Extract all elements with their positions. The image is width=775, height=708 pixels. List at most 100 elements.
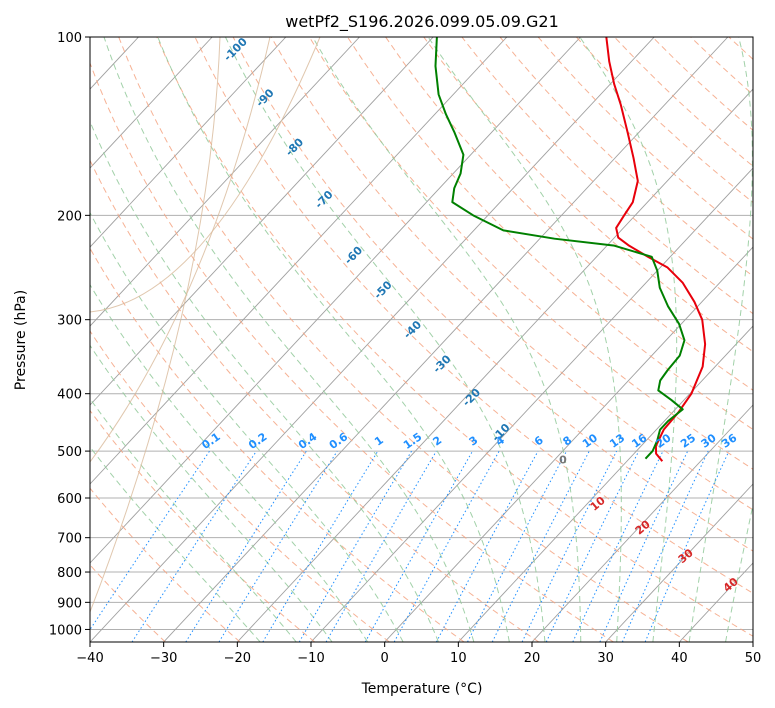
moist-adiabat-label: -10 bbox=[489, 421, 512, 444]
mixing-ratio-label: 0.2 bbox=[246, 430, 269, 452]
x-tick-label: 20 bbox=[524, 651, 541, 666]
moist-adiabat-label: -80 bbox=[283, 135, 306, 158]
isotherm-line bbox=[90, 37, 213, 169]
tan-curve-line bbox=[90, 37, 221, 613]
mixing-ratio-label: 1 bbox=[372, 434, 386, 449]
moist-adiabat-line bbox=[90, 397, 297, 642]
y-tick-label: 600 bbox=[57, 492, 82, 507]
dry-adiabat-line bbox=[308, 37, 753, 470]
mixing-ratio-line bbox=[545, 450, 640, 642]
dewpoint-profile-line bbox=[434, 37, 686, 460]
moist-adiabat-label: -70 bbox=[312, 188, 335, 211]
dry-adiabat-line bbox=[118, 37, 689, 642]
y-tick-label: 300 bbox=[57, 314, 82, 329]
moist-adiabat-line bbox=[90, 120, 439, 642]
dry-adiabat-line bbox=[194, 37, 753, 594]
isotherm-line bbox=[90, 37, 655, 642]
moist-adiabat-label: -100 bbox=[221, 35, 250, 64]
dry-adiabat-line bbox=[90, 330, 390, 642]
y-tick-label: 100 bbox=[57, 31, 82, 46]
mixing-ratio-label: 6 bbox=[532, 433, 546, 448]
moist-adiabat-line bbox=[90, 446, 261, 642]
moist-adiabat-line bbox=[90, 211, 404, 642]
x-tick-label: 0 bbox=[381, 651, 389, 666]
mixing-ratio-label: 0.1 bbox=[199, 430, 222, 452]
dry-adiabat-line bbox=[423, 37, 753, 353]
x-tick-label: −10 bbox=[297, 651, 324, 666]
x-tick-label: 30 bbox=[597, 651, 614, 666]
mixing-ratio-line bbox=[90, 450, 210, 631]
dry-adiabat-line bbox=[90, 409, 316, 642]
zero-isotherm-label: 0 bbox=[559, 454, 567, 467]
isotherm-line bbox=[531, 404, 753, 642]
mixing-ratio-label: 10 bbox=[580, 431, 600, 451]
tan-curve-line bbox=[90, 37, 271, 463]
mixing-ratio-line bbox=[185, 450, 307, 642]
mixing-ratio-line bbox=[435, 450, 539, 642]
x-tick-label: 10 bbox=[450, 651, 467, 666]
x-tick-label: 40 bbox=[671, 651, 688, 666]
y-tick-label: 900 bbox=[57, 596, 82, 611]
x-tick-label: 50 bbox=[745, 651, 762, 666]
dry-adiabat-line bbox=[90, 247, 465, 642]
dry-adiabat-line bbox=[385, 37, 753, 391]
dry-adiabat-line bbox=[652, 37, 753, 131]
mixing-ratio-line bbox=[218, 450, 338, 642]
dry-adiabat-line bbox=[90, 159, 540, 642]
mixing-ratio-label: 0.6 bbox=[327, 430, 351, 452]
dry-adiabat-label: 20 bbox=[633, 517, 653, 537]
y-tick-label: 500 bbox=[57, 445, 82, 460]
axis-layer: −40 −30 −20 −10 0 10 20 30 40 5010020030040050060… bbox=[49, 31, 761, 666]
moist-adiabat-line bbox=[725, 502, 753, 642]
grid-layer bbox=[90, 37, 753, 642]
moist-adiabat-line bbox=[688, 37, 753, 642]
moist-adiabat-label: -60 bbox=[342, 244, 365, 267]
mixing-ratio-line bbox=[298, 450, 413, 642]
isotherm-line bbox=[679, 562, 753, 642]
moist-adiabat-line bbox=[103, 37, 475, 642]
mixing-ratio-line bbox=[393, 450, 500, 642]
isotherm-line bbox=[384, 246, 753, 642]
moist-adiabat-line bbox=[157, 37, 510, 642]
isotherm-line bbox=[163, 37, 729, 642]
y-tick-label: 700 bbox=[57, 532, 82, 547]
mixing-ratio-label: 16 bbox=[629, 431, 649, 451]
mixing-ratio-label: 13 bbox=[607, 431, 627, 450]
moist-adiabat-line bbox=[90, 283, 369, 642]
y-tick-label: 1000 bbox=[49, 623, 82, 638]
isotherm-line bbox=[237, 88, 753, 642]
x-tick-label: −30 bbox=[150, 651, 177, 666]
mixing-ratio-line bbox=[364, 450, 474, 642]
moist-adiabat-label: -20 bbox=[460, 386, 483, 409]
dry-adiabat-line bbox=[499, 37, 753, 277]
y-tick-label: 400 bbox=[57, 388, 82, 403]
moist-adiabat-line bbox=[427, 37, 622, 642]
tan-curve-line bbox=[90, 37, 321, 313]
isotherm-line bbox=[90, 37, 287, 248]
mixing-ratio-line bbox=[644, 450, 730, 642]
isotherm-line bbox=[90, 37, 360, 327]
mixing-ratio-line bbox=[491, 450, 590, 642]
moist-adiabat-label: -40 bbox=[401, 318, 424, 341]
mixing-ratio-label: 25 bbox=[678, 431, 698, 450]
isotherm-line bbox=[90, 37, 434, 406]
x-axis-title: Temperature (°C) bbox=[361, 681, 483, 697]
mixing-ratio-line bbox=[621, 450, 709, 642]
isotherm-line bbox=[90, 37, 581, 564]
moist-adiabat-line bbox=[312, 37, 582, 642]
moist-adiabat-line bbox=[579, 37, 678, 642]
dry-adiabat-line bbox=[347, 37, 753, 431]
x-tick-label: −20 bbox=[224, 651, 251, 666]
mixing-ratio-label: 30 bbox=[699, 431, 719, 451]
dry-adiabat-line bbox=[232, 37, 753, 552]
y-axis-title: Pressure (hPa) bbox=[13, 290, 29, 390]
isotherm-line bbox=[752, 641, 753, 642]
dry-adiabat-line bbox=[156, 37, 753, 637]
mixing-ratio-line bbox=[521, 450, 618, 642]
mixing-ratio-line bbox=[262, 450, 379, 642]
moist-adiabat-line bbox=[224, 37, 546, 642]
moist-adiabat-label: -50 bbox=[371, 278, 394, 301]
dry-adiabat-line bbox=[614, 37, 753, 167]
mixing-ratio-label: 0.4 bbox=[296, 430, 320, 452]
